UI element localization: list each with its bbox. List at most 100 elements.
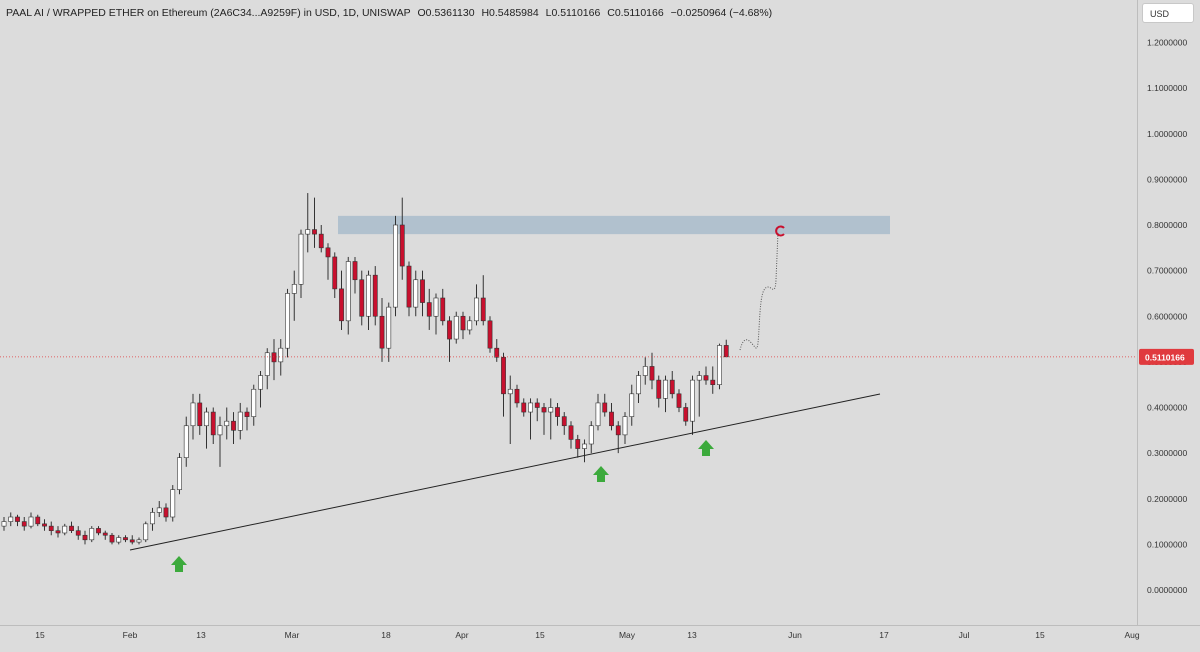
x-tick-label: 13 xyxy=(687,630,697,640)
ohlc-open: O0.5361130 xyxy=(417,7,475,19)
candle-body xyxy=(197,402,203,427)
candle-body xyxy=(595,402,601,427)
up-arrow-icon xyxy=(698,440,714,456)
x-tick-label: 17 xyxy=(879,630,889,640)
candle-body xyxy=(143,523,149,541)
current-price-label: 0.5110166 xyxy=(1145,352,1185,362)
candle-body xyxy=(406,265,412,308)
candle-body xyxy=(372,274,378,317)
candle-body xyxy=(102,532,108,536)
candle-body xyxy=(183,425,189,458)
candle-body xyxy=(339,288,344,322)
candle-body xyxy=(69,525,74,531)
candle-body xyxy=(75,530,81,536)
y-tick-label: 1.2000000 xyxy=(1147,38,1187,48)
candle-body xyxy=(244,411,250,417)
candle-body xyxy=(399,224,405,267)
candle-body xyxy=(89,528,95,541)
candle-body xyxy=(676,393,682,408)
candle-body xyxy=(494,347,500,358)
y-tick-label: 0.9000000 xyxy=(1147,174,1187,184)
resistance-zone-layer xyxy=(338,215,890,235)
candle-body xyxy=(480,297,486,322)
candle-body xyxy=(129,539,135,543)
candle-body xyxy=(642,366,648,376)
grid-layer: 1.2000000 1.1000000 1.0000000 0.9000000 0.80… xyxy=(35,38,1187,641)
candle-body xyxy=(332,256,338,290)
y-tick-label: 1.1000000 xyxy=(1147,83,1187,93)
candle-body xyxy=(325,247,331,258)
candle-body xyxy=(96,528,101,534)
candle-body xyxy=(548,407,554,413)
x-tick-label: May xyxy=(619,630,636,640)
candle-body xyxy=(703,375,709,381)
time-axis[interactable] xyxy=(0,625,1200,652)
candle-body xyxy=(663,379,668,399)
candle-body xyxy=(258,375,263,390)
projection-path xyxy=(739,231,779,351)
y-tick-label: 0.8000000 xyxy=(1147,220,1187,230)
candle-body xyxy=(231,420,236,431)
y-tick-label: 1.0000000 xyxy=(1147,129,1187,139)
candle-body xyxy=(291,284,297,294)
candle-body xyxy=(649,366,655,381)
candle-body xyxy=(507,388,513,395)
candle-body xyxy=(237,411,243,431)
candle-body xyxy=(561,416,567,427)
candle-body xyxy=(318,233,324,249)
candle-body xyxy=(460,315,466,331)
candle-body xyxy=(116,537,122,543)
candle-body xyxy=(190,402,196,427)
candle-body xyxy=(15,516,20,522)
candle-body xyxy=(534,402,540,408)
candle-body xyxy=(602,402,608,413)
ohlc-change: −0.0250964 (−4.68%) xyxy=(670,7,773,19)
price-axis[interactable] xyxy=(1137,0,1200,625)
candle-body xyxy=(710,379,716,385)
candle-body xyxy=(669,379,675,395)
y-tick-label: 0.0000000 xyxy=(1147,585,1187,595)
candle-body xyxy=(163,507,169,518)
candle-body xyxy=(393,224,398,308)
ohlc-low: L0.5110166 xyxy=(545,7,601,19)
y-tick-label: 0.7000000 xyxy=(1147,266,1187,276)
x-tick-label: Mar xyxy=(285,630,300,640)
resistance-zone xyxy=(338,215,890,235)
x-tick-label: 18 xyxy=(381,630,391,640)
candle-body xyxy=(8,516,14,522)
candle-body xyxy=(690,379,695,422)
candle-body xyxy=(278,347,284,363)
pair-title: PAAL AI / WRAPPED ETHER on Ethereum (2A6… xyxy=(6,7,411,19)
candle-body xyxy=(217,425,223,436)
candle-body xyxy=(271,352,277,363)
candle-body xyxy=(21,521,27,527)
candle-body xyxy=(453,315,459,340)
candle-body xyxy=(352,261,358,281)
candle-body xyxy=(251,388,257,417)
x-tick-label: Aug xyxy=(1124,630,1139,640)
candle-body xyxy=(285,293,290,349)
ohlc-close: C0.5110166 xyxy=(607,7,664,19)
up-arrow-icon xyxy=(593,466,609,482)
candle-body xyxy=(82,534,88,541)
current-price-tag xyxy=(1139,348,1194,365)
candle-body xyxy=(312,229,317,235)
candle-body xyxy=(109,534,115,543)
candle-body xyxy=(447,320,452,340)
candle-body xyxy=(345,261,351,322)
candle-body xyxy=(62,525,68,534)
chart-header: PAAL AI / WRAPPED ETHER on Ethereum (2A6… xyxy=(6,7,776,19)
candle-body xyxy=(1,521,7,527)
candle-body xyxy=(55,530,61,534)
y-tick-label: 0.1000000 xyxy=(1147,539,1187,549)
candle-body xyxy=(487,320,493,349)
candle-body xyxy=(615,425,621,436)
candle-body xyxy=(150,512,155,525)
candle-body xyxy=(298,233,304,285)
candle-body xyxy=(386,306,392,349)
candle-body xyxy=(622,416,628,436)
candle-body xyxy=(656,379,662,399)
currency-button[interactable]: USD xyxy=(1142,3,1194,23)
